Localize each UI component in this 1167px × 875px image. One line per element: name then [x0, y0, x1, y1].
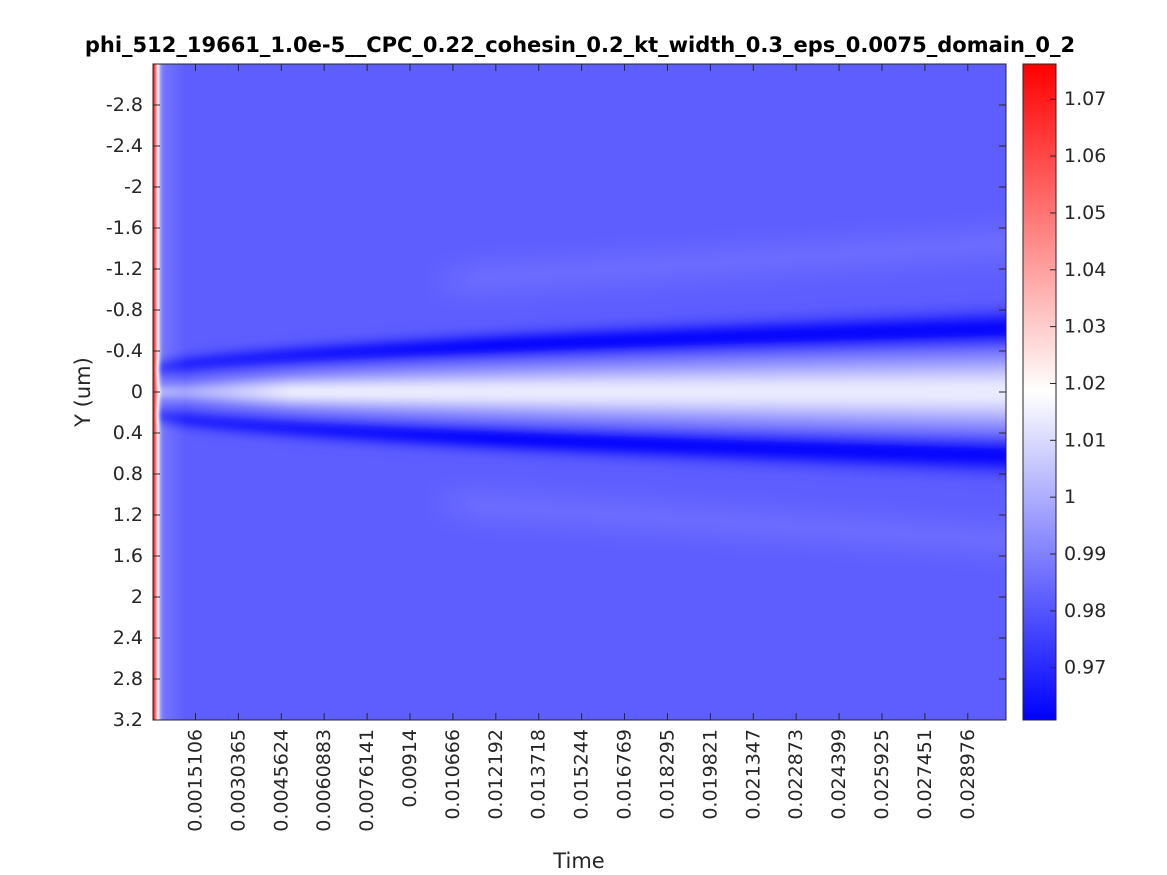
y-tick-label: 2	[131, 586, 143, 608]
colorbar-tick-label: 1.03	[1064, 316, 1106, 338]
x-tick-label: 0.010666	[442, 729, 464, 820]
x-tick-label: 0.028976	[957, 729, 979, 820]
heatmap-plot-area	[153, 64, 1006, 720]
colorbar-tick-label: 0.98	[1064, 600, 1106, 622]
x-axis-label: Time	[552, 849, 604, 873]
x-tick-label: 0.021347	[742, 729, 764, 820]
x-tick-label: 0.025925	[871, 729, 893, 820]
y-tick-label: 0.4	[113, 422, 143, 444]
x-axis-ticks: 0.0015106 0.0030365 0.0045624 0.0060883 0.00…	[184, 64, 979, 832]
colorbar-tick-label: 1.07	[1064, 88, 1106, 110]
y-tick-label: 0	[131, 381, 143, 403]
colorbar-tick-label: 0.99	[1064, 543, 1106, 565]
colorbar	[1022, 63, 1057, 721]
x-tick-label: 0.018295	[656, 729, 678, 820]
colorbar-tick-label: 1	[1064, 486, 1076, 508]
y-tick-label: 1.2	[113, 504, 143, 526]
colorbar-tick-label: 1.05	[1064, 202, 1106, 224]
y-tick-label: -1.2	[106, 258, 143, 280]
colorbar-tick-label: 1.04	[1064, 259, 1106, 281]
chart-title: phi_512_19661_1.0e-5__CPC_0.22_cohesin_0…	[85, 33, 1075, 57]
y-tick-label: -2.4	[106, 135, 143, 157]
y-tick-label: 1.6	[113, 545, 143, 567]
colorbar-tick-label: 1.06	[1064, 145, 1106, 167]
x-tick-label: 0.00914	[399, 729, 421, 808]
colorbar-ticks: 0.97 0.98 0.99 1 1.01 1.02 1.03 1.04 1.05 1.06 1.0…	[1050, 88, 1106, 679]
colorbar-tick-label: 1.02	[1064, 372, 1106, 394]
y-tick-label: -1.6	[106, 217, 143, 239]
x-tick-label: 0.027451	[914, 729, 936, 820]
colorbar-tick-label: 0.97	[1064, 657, 1106, 679]
y-tick-label: -0.8	[106, 299, 143, 321]
y-tick-label: 2.4	[113, 627, 143, 649]
x-tick-label: 0.024399	[828, 729, 850, 820]
colorbar-tick-label: 1.01	[1064, 429, 1106, 451]
x-tick-label: 0.0060883	[313, 729, 335, 832]
x-tick-label: 0.0076141	[356, 729, 378, 832]
y-axis-ticks: -2.8 -2.4 -2 -1.6 -1.2 -0.8 -0.4 0 0.4 0.8 1.2 1.6 2…	[106, 94, 1006, 731]
x-tick-label: 0.022873	[785, 729, 807, 820]
x-tick-label: 0.0030365	[227, 729, 249, 832]
y-tick-label: -2	[124, 176, 143, 198]
y-axis-label: Y (um)	[71, 357, 95, 428]
y-tick-label: 3.2	[113, 709, 143, 731]
x-tick-label: 0.0045624	[270, 729, 292, 832]
x-tick-label: 0.013718	[528, 729, 550, 820]
x-tick-label: 0.016769	[614, 729, 636, 820]
y-tick-label: 2.8	[113, 668, 143, 690]
y-tick-label: -2.8	[106, 94, 143, 116]
y-tick-label: -0.4	[106, 340, 143, 362]
x-tick-label: 0.0015106	[184, 729, 206, 832]
x-tick-label: 0.019821	[699, 729, 721, 820]
y-tick-label: 0.8	[113, 463, 143, 485]
x-tick-label: 0.012192	[485, 729, 507, 820]
x-tick-label: 0.015244	[571, 729, 593, 820]
heatmap-image	[153, 64, 1006, 720]
